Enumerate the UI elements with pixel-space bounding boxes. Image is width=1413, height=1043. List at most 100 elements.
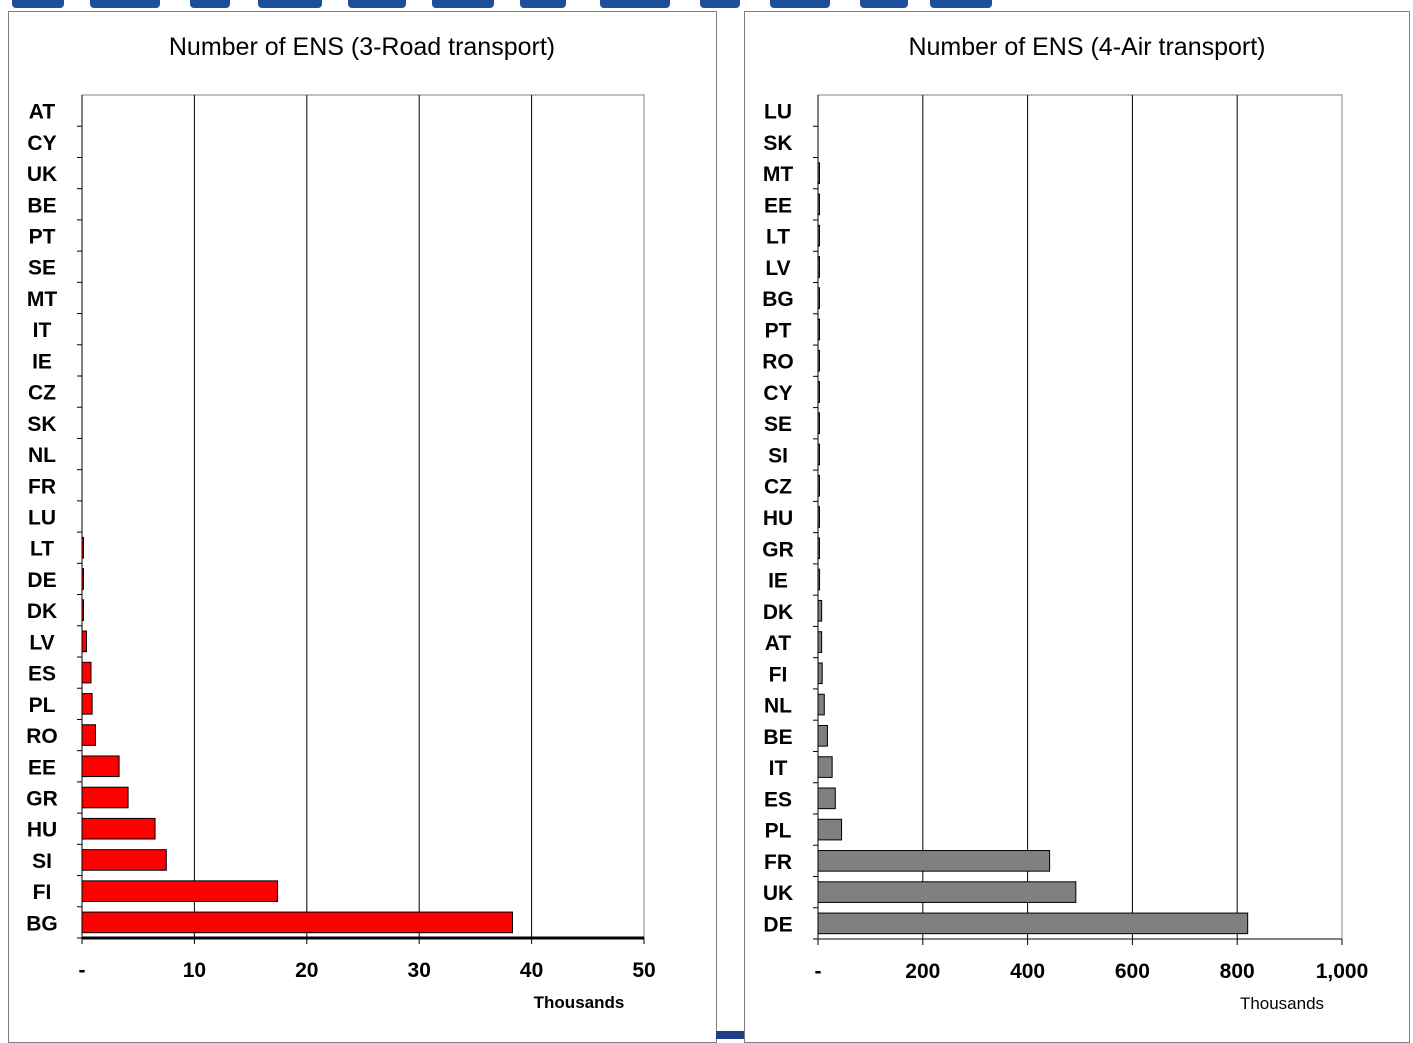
category-label: FR (28, 475, 56, 498)
category-label: CZ (28, 382, 56, 405)
bar (81, 786, 129, 809)
x-tick-label: 1,000 (1316, 960, 1369, 983)
road-transport-chart: Number of ENS (3-Road transport) Thousan… (26, 33, 655, 1012)
category-label: MT (27, 288, 57, 311)
category-label: PT (765, 319, 792, 342)
category-label: ES (28, 663, 56, 686)
category-label: GR (762, 538, 794, 561)
category-label: LV (29, 631, 54, 654)
category-label: CY (27, 132, 56, 155)
bar (817, 787, 836, 810)
x-tick-label: 20 (295, 959, 318, 982)
x-tick-label: 30 (408, 959, 431, 982)
bar (817, 506, 820, 528)
bar (817, 224, 820, 247)
x-tick-label: 600 (1115, 960, 1150, 983)
bar (817, 631, 823, 653)
bar (81, 630, 87, 653)
bar (81, 817, 156, 840)
category-label: LT (30, 538, 54, 561)
air-transport-chart-panel: Number of ENS (4-Air transport) Thousand… (744, 11, 1410, 1043)
bar (817, 912, 1249, 935)
bar (817, 318, 820, 341)
bar (817, 537, 820, 560)
x-tick-label: 400 (1010, 960, 1045, 983)
plot-area (81, 94, 645, 939)
x-tick-label: 50 (632, 959, 655, 982)
category-label: DE (27, 569, 56, 592)
category-label: EE (28, 756, 56, 779)
bar (817, 850, 1051, 872)
bar (817, 881, 1077, 903)
category-label: FI (769, 663, 788, 686)
bar (81, 880, 279, 902)
category-label: DK (763, 601, 793, 624)
category-label: GR (26, 788, 58, 811)
category-label: PL (765, 820, 792, 843)
bar (817, 412, 820, 435)
category-label: LU (764, 101, 792, 124)
chart-title: Number of ENS (4-Air transport) (908, 33, 1265, 61)
bar (81, 661, 92, 684)
header-band (0, 0, 1413, 10)
category-label: DK (27, 600, 57, 623)
category-label: RO (762, 351, 794, 374)
category-label: SI (768, 444, 788, 467)
bar (817, 287, 820, 310)
category-label: UK (27, 163, 57, 186)
plot-area (817, 94, 1343, 940)
category-label: IE (768, 570, 788, 593)
bar (81, 849, 167, 871)
bar (817, 349, 820, 372)
category-label: FI (33, 881, 52, 904)
category-label: IT (769, 757, 788, 780)
category-label: IE (32, 350, 52, 373)
chart-title: Number of ENS (3-Road transport) (169, 33, 555, 61)
bar (817, 568, 821, 591)
category-label: DE (763, 913, 792, 936)
bar (81, 724, 96, 746)
category-label: LT (766, 226, 790, 249)
bar (81, 536, 84, 559)
bar (81, 693, 93, 715)
category-label: BE (763, 726, 792, 749)
category-label: PL (29, 694, 56, 717)
category-label: HU (27, 819, 57, 842)
bar (817, 193, 820, 216)
category-label: SI (32, 850, 52, 873)
category-label: IT (33, 319, 52, 342)
category-label: RO (26, 725, 58, 748)
air-transport-chart: Number of ENS (4-Air transport) Thousand… (762, 33, 1369, 1013)
bar (81, 911, 513, 934)
category-label: SK (763, 132, 792, 155)
category-label: CZ (764, 476, 792, 499)
category-label: PT (29, 226, 56, 249)
bar (81, 568, 84, 590)
category-label: BG (26, 912, 58, 935)
category-label: EE (764, 194, 792, 217)
x-axis-unit-label: Thousands (534, 993, 625, 1012)
category-label: AT (29, 101, 56, 124)
category-label: SK (27, 413, 56, 436)
bar (817, 599, 823, 622)
x-tick-label: 10 (183, 959, 206, 982)
category-label: CY (763, 382, 792, 405)
category-label: ES (764, 788, 792, 811)
category-label: NL (764, 695, 792, 718)
x-tick-label: 40 (520, 959, 543, 982)
bar (817, 381, 820, 403)
bar (817, 756, 833, 778)
bar (81, 599, 84, 621)
category-label: SE (28, 257, 56, 280)
category-label: MT (763, 163, 793, 186)
x-tick-label: 200 (905, 960, 940, 983)
category-label: HU (763, 507, 793, 530)
category-label: LU (28, 507, 56, 530)
category-label: AT (765, 632, 792, 655)
bar (817, 662, 823, 685)
category-label: SE (764, 413, 792, 436)
bar (817, 693, 825, 716)
footer-accent (716, 1031, 744, 1039)
x-tick-label: - (79, 959, 86, 982)
x-axis-unit-label: Thousands (1240, 994, 1324, 1013)
